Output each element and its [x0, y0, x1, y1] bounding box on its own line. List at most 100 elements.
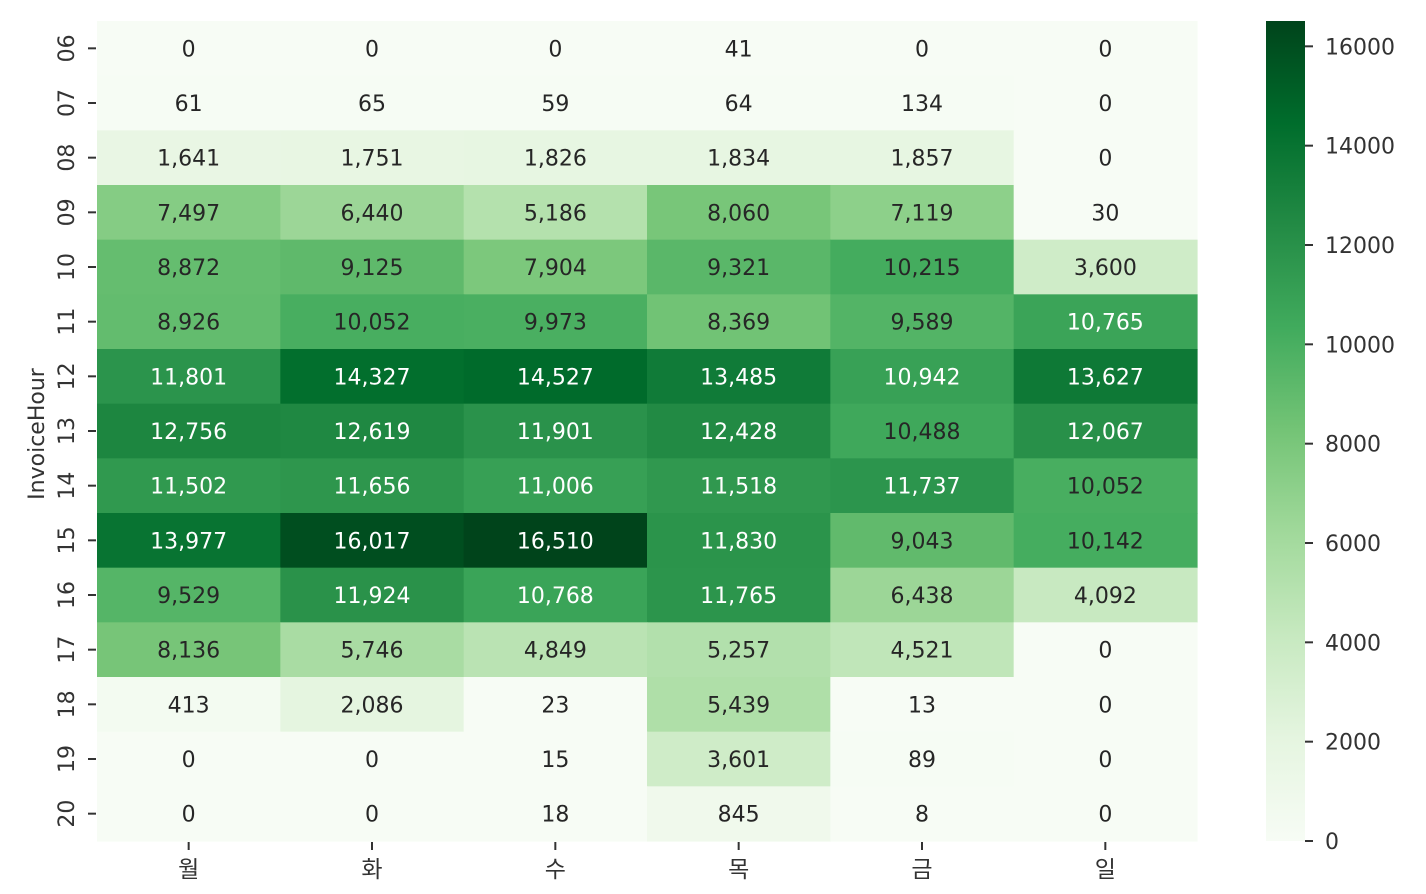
cell-value-label: 0 [1098, 748, 1112, 773]
cell-value-label: 10,768 [517, 584, 594, 609]
cell-value-label: 5,257 [707, 639, 770, 664]
heatmap-cell [280, 786, 465, 842]
cell-value-label: 9,529 [157, 584, 220, 609]
cell-value-label: 134 [901, 92, 943, 117]
cell-value-label: 11,765 [700, 584, 777, 609]
cell-value-label: 12,619 [334, 420, 411, 445]
heatmap-cell [463, 403, 648, 459]
cell-value-label: 0 [365, 748, 379, 773]
cell-value-label: 11,830 [700, 529, 777, 554]
y-tick-label: 17 [55, 636, 80, 664]
colorbar-tick-label: 12000 [1325, 234, 1395, 259]
heatmap-cell [97, 130, 281, 186]
cell-value-label: 11,518 [700, 475, 777, 500]
heatmap-cell [97, 731, 281, 787]
cell-value-label: 7,119 [891, 201, 954, 226]
y-tick-label: 20 [55, 800, 80, 828]
cell-value-label: 9,321 [707, 256, 770, 281]
cell-value-label: 13,977 [150, 529, 227, 554]
heatmap-cell [830, 458, 1015, 514]
cell-value-label: 1,857 [891, 147, 954, 172]
y-tick-label: 16 [55, 581, 80, 609]
heatmap-cell [280, 403, 465, 459]
heatmap-cell [1013, 567, 1198, 623]
heatmap-cell [830, 294, 1015, 350]
cell-value-label: 10,142 [1067, 529, 1144, 554]
x-tick-label: 금 [911, 857, 932, 883]
cell-value-label: 0 [365, 37, 379, 62]
cell-value-label: 10,942 [884, 365, 961, 390]
heatmap-cell [1013, 75, 1198, 131]
heatmap-cell [830, 677, 1015, 733]
y-tick-label: 09 [55, 198, 80, 226]
colorbar-tick-label: 10000 [1325, 333, 1395, 358]
cell-value-label: 10,215 [884, 256, 961, 281]
cell-value-label: 0 [548, 37, 562, 62]
heatmap-cell [647, 731, 831, 787]
heatmap-cell [830, 239, 1015, 295]
cell-value-label: 0 [915, 37, 929, 62]
heatmap-cell [97, 622, 281, 678]
heatmap-cell [647, 458, 831, 514]
heatmap-cell [280, 294, 465, 350]
heatmap-cell [97, 349, 281, 405]
cell-value-label: 4,521 [891, 639, 954, 664]
colorbar-tick-label: 14000 [1325, 135, 1395, 160]
cell-value-label: 3,600 [1074, 256, 1137, 281]
cell-value-label: 13,485 [700, 365, 777, 390]
heatmap-cell [1013, 239, 1198, 295]
cell-value-label: 16,017 [334, 529, 411, 554]
cell-value-label: 2,086 [341, 693, 404, 718]
cell-value-label: 1,641 [157, 147, 220, 172]
heatmap-cell [647, 21, 831, 77]
colorbar: 0 2000 4000 6000 8000 10000 12000 14000 16000 [1266, 21, 1395, 855]
heatmap-cell [463, 622, 648, 678]
heatmap-cell [647, 130, 831, 186]
heatmap-cell [830, 622, 1015, 678]
heatmap-cell [830, 130, 1015, 186]
heatmap-cell [830, 349, 1015, 405]
cell-value-label: 16,510 [517, 529, 594, 554]
heatmap-cell [830, 21, 1015, 77]
cell-value-label: 30 [1091, 201, 1119, 226]
cell-value-label: 8,872 [157, 256, 220, 281]
cell-value-label: 8,926 [157, 311, 220, 336]
cell-value-label: 6,438 [891, 584, 954, 609]
cell-value-label: 4,092 [1074, 584, 1137, 609]
cell-value-label: 18 [541, 803, 569, 828]
cell-value-label: 61 [175, 92, 203, 117]
cell-value-label: 5,439 [707, 693, 770, 718]
cell-value-label: 10,765 [1067, 311, 1144, 336]
heatmap-cell [647, 75, 831, 131]
cell-value-label: 59 [541, 92, 569, 117]
y-tick-label: 10 [55, 253, 80, 281]
x-tick-label: 일 [1095, 857, 1116, 883]
cell-value-label: 3,601 [707, 748, 770, 773]
heatmap-cell [647, 403, 831, 459]
cell-value-label: 13 [908, 693, 936, 718]
heatmap-cell [97, 239, 281, 295]
cell-value-label: 14,327 [334, 365, 411, 390]
heatmap-cell [280, 513, 465, 569]
heatmap-cell [280, 185, 465, 241]
y-tick-label: 19 [55, 745, 80, 773]
cell-value-label: 11,656 [334, 475, 411, 500]
heatmap-cell [280, 731, 465, 787]
cell-value-label: 0 [182, 37, 196, 62]
heatmap-cell [1013, 403, 1198, 459]
y-tick-label: 08 [55, 144, 80, 172]
heatmap-cell [280, 21, 465, 77]
heatmap-cell [830, 185, 1015, 241]
heatmap-cell [1013, 185, 1198, 241]
cell-value-label: 8,136 [157, 639, 220, 664]
cell-value-label: 11,924 [334, 584, 411, 609]
cell-value-label: 0 [1098, 92, 1112, 117]
colorbar-tick-label: 0 [1325, 830, 1339, 855]
heatmap-cell [463, 731, 648, 787]
heatmap-cell [463, 185, 648, 241]
heatmap-cells [97, 21, 1198, 842]
cell-value-label: 41 [725, 37, 753, 62]
heatmap-cell [463, 130, 648, 186]
heatmap-cell [1013, 677, 1198, 733]
